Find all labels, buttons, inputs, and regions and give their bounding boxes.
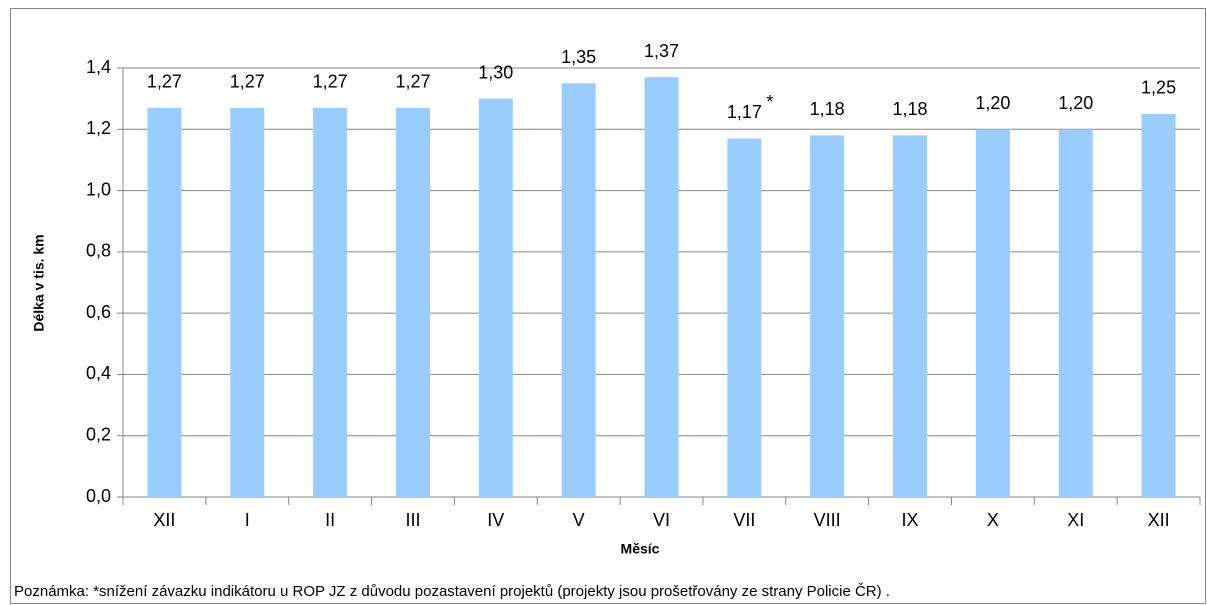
value-label: 1,25	[1141, 78, 1176, 98]
y-tick-label: 1,4	[86, 57, 111, 77]
value-label: 1,18	[810, 99, 845, 119]
value-label: 1,27	[147, 72, 182, 92]
note: Poznámka: *snížení závazku indikátoru u …	[14, 583, 890, 600]
x-axis-label: Měsíc	[621, 541, 660, 557]
bar	[395, 107, 430, 497]
x-tick-label: IX	[902, 510, 919, 530]
y-tick-label: 0,8	[86, 241, 111, 261]
y-tick-label: 0,2	[86, 424, 111, 444]
x-tick-label: XII	[1148, 510, 1170, 530]
x-tick-label: VIII	[814, 510, 841, 530]
y-tick-label: 1,2	[86, 118, 111, 138]
value-label: 1,37	[644, 41, 679, 61]
value-label: 1,27	[230, 72, 265, 92]
value-label: 1,27	[313, 72, 348, 92]
x-tick-label: III	[405, 510, 420, 530]
x-tick-label: XI	[1067, 510, 1084, 530]
bar	[230, 107, 265, 497]
bar	[478, 98, 513, 498]
value-label: 1,35	[561, 47, 596, 67]
y-axis-label: Délka v tis. km	[31, 234, 47, 331]
x-tick-label: II	[325, 510, 335, 530]
x-tick-label: IV	[487, 510, 504, 530]
bar	[727, 138, 762, 497]
x-tick-label: VII	[733, 510, 755, 530]
chart-frame	[10, 8, 1206, 604]
x-tick-label: V	[573, 510, 585, 530]
x-tick-label: I	[245, 510, 250, 530]
bar	[1141, 113, 1176, 497]
value-label: 1,20	[975, 93, 1010, 113]
y-tick-label: 1,0	[86, 179, 111, 199]
value-label: 1,30	[478, 62, 513, 82]
bar	[975, 129, 1010, 498]
value-label: 1,17	[727, 102, 762, 122]
value-label: 1,20	[1058, 93, 1093, 113]
bar	[1058, 129, 1093, 498]
bar	[313, 107, 348, 497]
y-tick-label: 0,4	[86, 363, 111, 383]
bar	[810, 135, 845, 497]
bar	[644, 77, 679, 497]
y-tick-label: 0,6	[86, 302, 111, 322]
y-tick-label: 0,0	[86, 486, 111, 506]
annotation: *	[766, 92, 773, 112]
x-tick-label: XII	[153, 510, 175, 530]
bar	[147, 107, 182, 497]
value-label: 1,18	[893, 99, 928, 119]
x-tick-label: X	[987, 510, 999, 530]
x-tick-label: VI	[653, 510, 670, 530]
value-label: 1,27	[395, 72, 430, 92]
bar	[561, 83, 596, 498]
bar	[893, 135, 928, 497]
